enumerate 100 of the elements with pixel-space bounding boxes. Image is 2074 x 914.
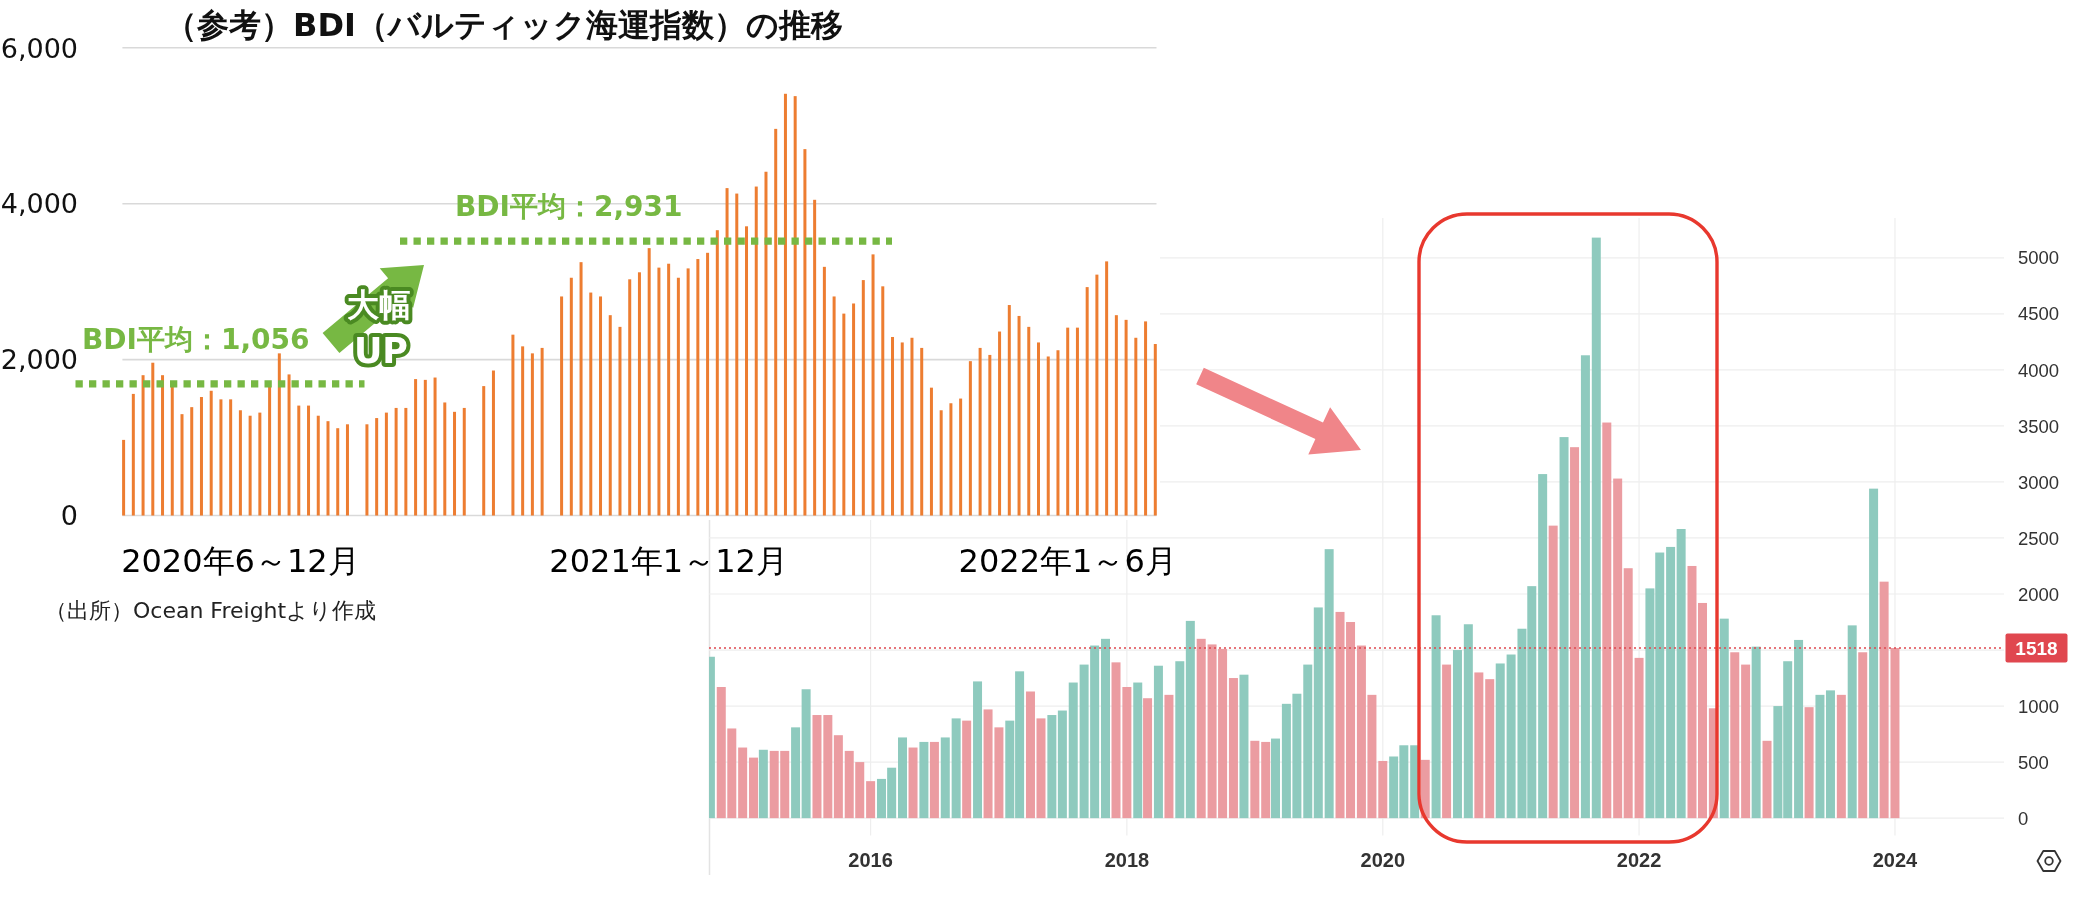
bar [423,379,427,516]
bar [1228,678,1238,819]
bar [758,749,768,819]
bar [822,266,826,516]
bar [968,361,972,516]
bar [1105,261,1109,516]
bar [1066,327,1070,516]
bar [1037,342,1040,516]
bar [1442,664,1452,819]
bar [1794,639,1804,819]
bar [793,96,797,516]
bar [521,346,525,516]
y-tick-label: 3000 [2018,471,2060,493]
bar [791,727,801,819]
bar [1100,638,1110,819]
bar [940,737,950,819]
bar [833,735,843,819]
bar [1847,625,1857,819]
bar [949,403,953,516]
bar [1869,488,1879,819]
bar [898,737,908,819]
bar [1591,237,1601,819]
bar [891,336,895,516]
bar [1196,638,1206,819]
bar [1261,741,1271,819]
x-tick-label: 2021年1～12月 [549,542,788,580]
bar [881,286,885,516]
bar [803,149,807,516]
bar [939,410,943,516]
y-tick-label: 0 [60,500,78,532]
ref-line-label: BDI平均：1,056 [82,322,310,356]
bar [1175,661,1185,819]
bar [453,411,457,516]
bar [861,280,865,516]
y-tick-label: 500 [2018,751,2049,773]
y-tick-label: 4,000 [0,188,78,220]
ref-line-label: BDI平均：2,931 [455,190,683,224]
bar [1815,694,1825,819]
bar [735,193,739,516]
bar [540,347,544,516]
bar [1634,657,1644,819]
bar [1027,326,1031,516]
bar [842,313,846,516]
bar [920,347,924,516]
bar [1143,698,1153,819]
bar [628,279,632,516]
bar [394,407,398,516]
bar [1075,327,1079,516]
bar [1124,319,1128,516]
bar [866,781,876,819]
bar [959,398,963,516]
x-tick-label: 2016 [848,849,893,871]
bar [1463,624,1473,819]
bar [1580,355,1590,819]
bar [783,93,787,516]
y-tick-label: 2,000 [0,344,78,376]
bar [1602,422,1612,819]
chart-title: （参考）BDI（バルティック海運指数）の推移 [165,6,843,44]
bar [248,415,252,516]
bar [813,199,817,516]
bar [696,259,700,516]
bar [1751,646,1761,819]
bar [1164,694,1174,819]
bar [404,407,408,516]
bar [482,386,486,516]
annotation: UP [353,331,409,371]
y-tick-label: 2500 [2018,527,2060,549]
bar [749,757,759,819]
bar [1623,568,1633,819]
bar [1741,664,1751,819]
bar [908,747,918,819]
bar [1133,682,1143,819]
bar [161,375,165,516]
bar [1324,549,1334,819]
bar [1538,474,1548,819]
bar [900,342,904,516]
x-tick-label: 2024 [1872,849,1919,871]
bar [988,354,992,516]
bar [1250,740,1260,819]
x-tick-label: 2022年1～6月 [958,542,1177,580]
bar [657,267,661,516]
bar [667,263,671,516]
bar [375,418,379,516]
bar [832,296,836,516]
bar [277,353,281,516]
bar [287,374,291,516]
bar [725,188,729,516]
bar [414,379,418,516]
bar [384,412,388,516]
bar [141,375,145,516]
bar [1056,350,1060,516]
y-tick-label: 4000 [2018,359,2060,381]
bar [326,421,330,516]
bar [764,171,768,516]
bar [511,334,515,516]
ref-line-label: 1518 [2015,637,2058,659]
bar [1095,274,1099,516]
bar [238,410,242,516]
x-tick-label: 2020 [1360,849,1406,871]
bar [637,272,641,516]
